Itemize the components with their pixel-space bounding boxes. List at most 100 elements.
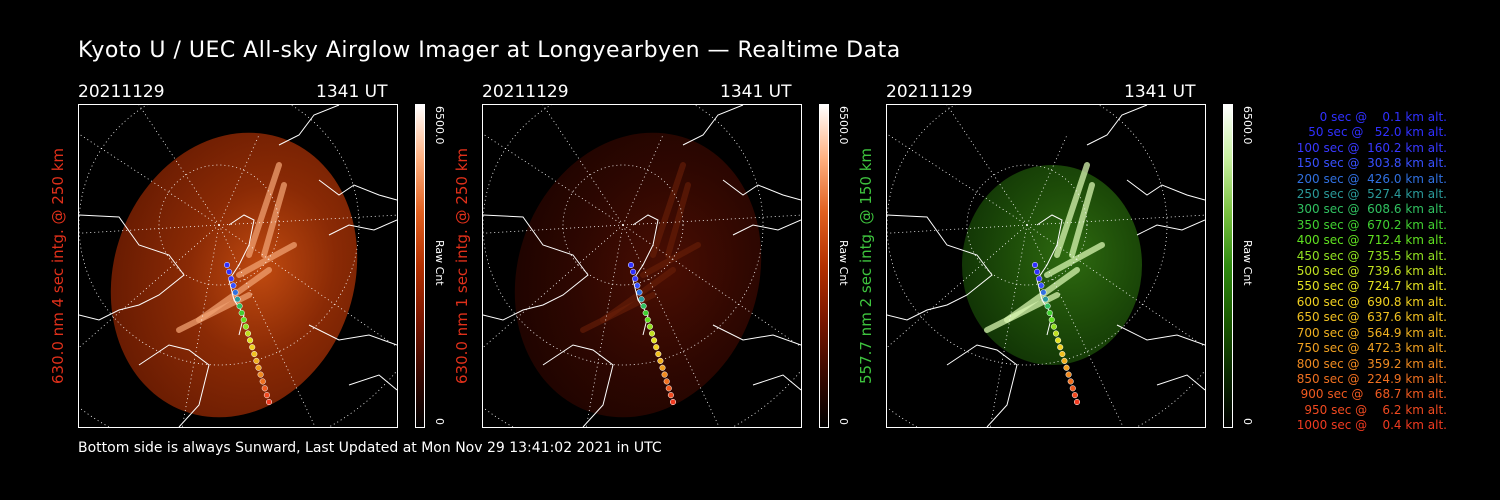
trajectory-point: [1036, 275, 1043, 282]
longitude-line: [1026, 134, 1068, 226]
trajectory-point: [247, 337, 254, 344]
allsky-map: [79, 105, 397, 427]
trajectory-point: [638, 296, 645, 303]
trajectory-point: [1065, 371, 1072, 378]
legend-row: 700 sec @ 564.9 km alt.: [1292, 325, 1447, 340]
latitude-circle: [79, 105, 360, 366]
trajectory-point: [642, 309, 649, 316]
aurora-streak: [665, 182, 691, 258]
coastline: [542, 344, 614, 427]
longitude-line: [1026, 224, 1124, 427]
panel-time: 1341 UT: [316, 82, 388, 102]
trajectory-point: [632, 275, 639, 282]
trajectory-point: [1031, 261, 1039, 269]
coastline: [632, 214, 659, 336]
trajectory-point: [238, 309, 245, 316]
panel-ylabel: 557.7 nm 2 sec intg. @ 150 km: [857, 147, 875, 385]
latitude-circle: [887, 105, 1168, 366]
latitude-circle: [562, 164, 684, 286]
coastline: [228, 214, 255, 336]
longitude-line: [483, 224, 624, 234]
legend-row: 100 sec @ 160.2 km alt.: [1292, 140, 1447, 155]
trajectory-point: [644, 316, 651, 323]
trajectory-point: [1038, 282, 1045, 289]
trajectory-point: [226, 268, 233, 275]
trajectory-point: [1050, 323, 1057, 330]
trajectory-point: [1057, 344, 1064, 351]
coastline: [887, 214, 993, 321]
trajectory-point: [1069, 385, 1076, 392]
longitude-line: [887, 224, 1028, 234]
legend-row: 300 sec @ 608.6 km alt.: [1292, 202, 1447, 217]
coastline: [79, 214, 185, 321]
colorbar-min-label: 0: [837, 418, 850, 425]
trajectory-point: [663, 378, 670, 385]
coastline: [1086, 105, 1148, 146]
trajectory-point: [1073, 398, 1081, 406]
page-title: Kyoto U / UEC All-sky Airglow Imager at …: [78, 38, 901, 63]
trajectory-point: [661, 371, 668, 378]
trajectory-point: [253, 357, 260, 364]
legend-row: 400 sec @ 712.4 km alt.: [1292, 233, 1447, 248]
trajectory-point: [653, 344, 660, 351]
coastline: [318, 179, 397, 201]
coastline: [946, 344, 1018, 427]
coastline: [1036, 214, 1063, 336]
panel-date: 20211129: [482, 82, 569, 102]
legend-row: 600 sec @ 690.8 km alt.: [1292, 294, 1447, 309]
legend-row: 750 sec @ 472.3 km alt.: [1292, 341, 1447, 356]
sky-disc: [962, 165, 1142, 365]
trajectory-point: [1052, 330, 1060, 337]
colorbar-max-label: 6500.0: [433, 106, 446, 145]
coastline: [1156, 374, 1205, 391]
legend-row: 800 sec @ 359.2 km alt.: [1292, 356, 1447, 371]
colorbar-min-label: 0: [1241, 418, 1254, 425]
allsky-map: [887, 105, 1205, 427]
coastline: [722, 179, 801, 201]
trajectory-point: [249, 344, 256, 351]
trajectory-point: [636, 289, 643, 296]
trajectory-point: [261, 385, 268, 392]
panel-ylabel: 630.0 nm 4 sec intg. @ 250 km: [49, 147, 67, 385]
trajectory-point: [255, 364, 262, 371]
trajectory-point: [634, 282, 641, 289]
trajectory-point: [1048, 316, 1055, 323]
aurora-streak: [640, 242, 701, 278]
trajectory-point: [1040, 289, 1047, 296]
aurora-streak: [246, 162, 282, 258]
imager-panel-630-4s: 20211129 1341 UT 630.0 nm 4 sec intg. @ …: [49, 80, 498, 440]
trajectory-point: [655, 351, 662, 358]
coastline: [278, 105, 340, 146]
panel-date: 20211129: [886, 82, 973, 102]
trajectory-point: [263, 392, 270, 399]
legend-row: 0 sec @ 0.1 km alt.: [1308, 110, 1447, 124]
trajectory-point: [659, 364, 666, 371]
coastline: [732, 219, 801, 236]
trajectory-point: [1061, 357, 1068, 364]
legend-row: 650 sec @ 637.6 km alt.: [1292, 310, 1447, 325]
trajectory-point: [657, 357, 664, 364]
trajectory-point: [234, 296, 241, 303]
colorbar: [415, 104, 425, 428]
legend-row: 150 sec @ 303.8 km alt.: [1292, 156, 1447, 171]
trajectory-point: [228, 275, 235, 282]
aurora-streak: [1069, 182, 1095, 258]
coastline: [348, 374, 397, 391]
trajectory-point: [251, 351, 258, 358]
trajectory-point: [669, 398, 677, 406]
coastline: [682, 105, 744, 146]
trajectory-point: [640, 303, 647, 310]
trajectory-point: [648, 330, 656, 337]
longitude-line: [622, 224, 720, 427]
panel-ylabel: 630.0 nm 1 sec intg. @ 250 km: [453, 147, 471, 385]
trajectory-point: [232, 289, 239, 296]
footer-note: Bottom side is always Sunward, Last Upda…: [78, 440, 662, 456]
trajectory-point: [627, 261, 635, 269]
allsky-image: [886, 104, 1206, 428]
colorbar-unit-label: Raw Cnt: [837, 240, 850, 286]
legend-row: 850 sec @ 224.9 km alt.: [1292, 371, 1447, 386]
legend-row: 50 sec @ 52.0 km alt.: [1300, 125, 1447, 140]
trajectory-legend: 0 sec @ 0.1 km alt. 50 sec @ 52.0 km alt…: [1262, 110, 1447, 434]
trajectory-point: [259, 378, 266, 385]
coastline: [1116, 324, 1205, 346]
